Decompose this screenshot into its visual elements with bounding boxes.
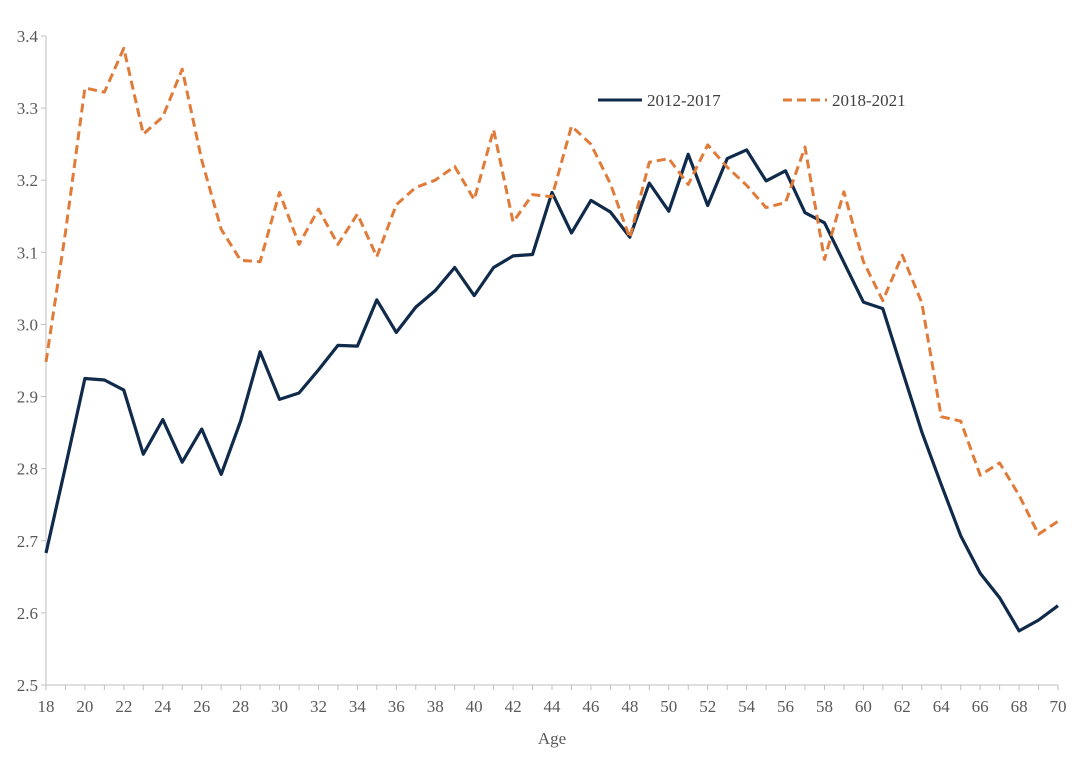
x-tick-label: 24 (154, 697, 172, 716)
series-line-2018-2021 (44, 46, 1059, 536)
legend-label: 2012-2017 (647, 91, 721, 110)
axes: 2.5 2.6 2.7 2.8 2.9 3.0 3.1 3.2 3.3 3.4 18 20 22 24 26… (17, 27, 1067, 716)
y-tick-label: 3.3 (17, 99, 38, 118)
x-tick-label: 54 (738, 697, 756, 716)
x-tick-label: 52 (699, 697, 716, 716)
y-tick-label: 3.0 (17, 315, 38, 334)
x-tick-label: 70 (1050, 697, 1067, 716)
x-tick-label: 40 (466, 697, 483, 716)
x-tick-label: 62 (894, 697, 911, 716)
x-tick-label: 28 (232, 697, 249, 716)
y-tick-label: 2.9 (17, 388, 38, 407)
x-tick-label: 42 (505, 697, 522, 716)
x-tick-label: 30 (271, 697, 288, 716)
x-tick-label: 18 (38, 697, 55, 716)
x-tick-label: 64 (933, 697, 951, 716)
x-tick-label: 46 (582, 697, 599, 716)
x-tick-label: 38 (427, 697, 444, 716)
x-tick-label: 20 (76, 697, 93, 716)
x-tick-label: 26 (193, 697, 210, 716)
x-tick-label: 58 (816, 697, 833, 716)
y-tick-label: 2.7 (17, 532, 39, 551)
x-axis-title: Age (538, 729, 566, 748)
legend: 2012-2017 2018-2021 (598, 91, 906, 110)
x-tick-label: 32 (310, 697, 327, 716)
series-layer (44, 46, 1059, 633)
x-tick-label: 66 (972, 697, 989, 716)
x-tick-label: 22 (115, 697, 132, 716)
y-tick-label: 2.8 (17, 460, 38, 479)
y-tick-label: 2.5 (17, 676, 38, 695)
y-tick-label: 3.4 (17, 27, 39, 46)
y-tick-label: 3.1 (17, 243, 38, 262)
x-tick-label: 56 (777, 697, 794, 716)
x-tick-label: 50 (660, 697, 677, 716)
x-tick-label: 44 (544, 697, 562, 716)
x-tick-label: 68 (1011, 697, 1028, 716)
x-tick-label: 60 (855, 697, 872, 716)
y-tick-label: 2.6 (17, 604, 38, 623)
x-tick-label: 48 (621, 697, 638, 716)
series-line-2012-2017 (44, 148, 1059, 633)
legend-label: 2018-2021 (832, 91, 906, 110)
x-tick-label: 36 (388, 697, 405, 716)
y-tick-label: 3.2 (17, 171, 38, 190)
x-tick-label: 34 (349, 697, 367, 716)
